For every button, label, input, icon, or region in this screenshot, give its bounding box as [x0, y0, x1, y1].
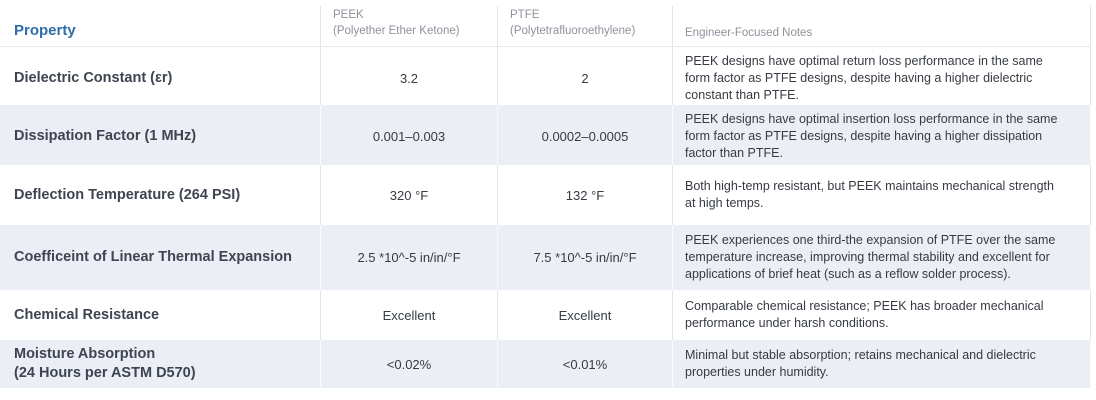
- property-label: Dissipation Factor (1 MHz): [14, 127, 197, 144]
- property-label: Deflection Temperature (264 PSI): [14, 186, 241, 203]
- column-header-ptfe-subtitle: (Polytetrafluoroethylene): [510, 25, 636, 38]
- property-label: Dielectric Constant (εr): [14, 69, 173, 86]
- table-row: Deflection Temperature (264 PSI) 320 °F …: [0, 165, 1091, 225]
- ptfe-value-cell: 2: [498, 47, 673, 110]
- notes-cell: Comparable chemical resistance; PEEK has…: [673, 290, 1091, 340]
- column-header-peek-subtitle: (Polyether Ether Ketone): [333, 25, 460, 38]
- notes-cell: PEEK designs have optimal insertion loss…: [673, 105, 1091, 168]
- table-row: Dielectric Constant (εr) 3.2 2 PEEK desi…: [0, 47, 1091, 110]
- peek-value-cell: 320 °F: [321, 165, 498, 225]
- table-row: Moisture Absorption (24 Hours per ASTM D…: [0, 340, 1091, 388]
- peek-value-cell: 2.5 *10^-5 in/in/°F: [321, 225, 498, 290]
- property-label: Chemical Resistance: [14, 306, 160, 323]
- property-cell: Moisture Absorption (24 Hours per ASTM D…: [0, 340, 321, 388]
- property-label: Moisture Absorption: [14, 346, 156, 363]
- notes-cell: PEEK designs have optimal return loss pe…: [673, 47, 1091, 110]
- column-header-property: Property: [0, 6, 321, 46]
- notes-cell: Both high-temp resistant, but PEEK maint…: [673, 165, 1091, 225]
- table-row: Dissipation Factor (1 MHz) 0.001–0.003 0…: [0, 105, 1091, 168]
- peek-value-cell: 0.001–0.003: [321, 105, 498, 168]
- property-cell: Dissipation Factor (1 MHz): [0, 105, 321, 168]
- ptfe-value-cell: 7.5 *10^-5 in/in/°F: [498, 225, 673, 290]
- table-row: Coefficeint of Linear Thermal Expansion …: [0, 225, 1091, 290]
- ptfe-value-cell: 0.0002–0.0005: [498, 105, 673, 168]
- property-cell: Coefficeint of Linear Thermal Expansion: [0, 225, 321, 290]
- column-header-ptfe-title: PTFE: [510, 9, 540, 21]
- column-header-peek: PEEK (Polyether Ether Ketone): [321, 6, 498, 46]
- peek-value-cell: 3.2: [321, 47, 498, 110]
- comparison-table: Property PEEK (Polyether Ether Ketone) P…: [0, 6, 1091, 388]
- ptfe-value-cell: 132 °F: [498, 165, 673, 225]
- notes-cell: PEEK experiences one third-the expansion…: [673, 225, 1091, 290]
- table-header-row: Property PEEK (Polyether Ether Ketone) P…: [0, 6, 1091, 47]
- property-cell: Chemical Resistance: [0, 290, 321, 340]
- ptfe-value-cell: <0.01%: [498, 340, 673, 388]
- peek-value-cell: Excellent: [321, 290, 498, 340]
- property-cell: Deflection Temperature (264 PSI): [0, 165, 321, 225]
- property-label-line2: (24 Hours per ASTM D570): [14, 365, 196, 381]
- table-row: Chemical Resistance Excellent Excellent …: [0, 290, 1091, 340]
- column-header-notes: Engineer-Focused Notes: [673, 6, 1091, 46]
- property-label: Coefficeint of Linear Thermal Expansion: [14, 249, 292, 266]
- ptfe-value-cell: Excellent: [498, 290, 673, 340]
- notes-cell: Minimal but stable absorption; retains m…: [673, 340, 1091, 388]
- peek-value-cell: <0.02%: [321, 340, 498, 388]
- property-cell: Dielectric Constant (εr): [0, 47, 321, 110]
- column-header-peek-title: PEEK: [333, 9, 364, 21]
- column-header-ptfe: PTFE (Polytetrafluoroethylene): [498, 6, 673, 46]
